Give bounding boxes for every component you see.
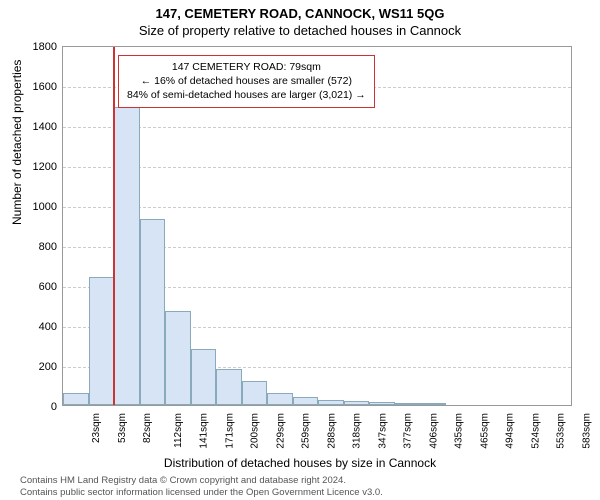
xtick-label: 524sqm xyxy=(530,413,541,449)
xtick-label: 494sqm xyxy=(505,413,516,449)
xtick-label: 53sqm xyxy=(117,413,128,443)
annotation-line-3: 84% of semi-detached houses are larger (… xyxy=(127,88,366,102)
ytick-label: 600 xyxy=(17,281,57,293)
ytick-label: 1600 xyxy=(17,81,57,93)
histogram-bar xyxy=(420,403,446,405)
annotation-line-2: ← 16% of detached houses are smaller (57… xyxy=(127,74,366,88)
xtick-label: 112sqm xyxy=(172,413,183,448)
xtick-label: 171sqm xyxy=(224,413,235,449)
xtick-label: 318sqm xyxy=(352,413,363,449)
ytick-label: 1400 xyxy=(17,121,57,133)
footer-attribution: Contains HM Land Registry data © Crown c… xyxy=(20,475,590,498)
xtick-label: 82sqm xyxy=(142,413,153,443)
xtick-label: 141sqm xyxy=(199,413,210,449)
xtick-label: 406sqm xyxy=(428,413,439,449)
ytick-label: 0 xyxy=(17,401,57,413)
footer-line-1: Contains HM Land Registry data © Crown c… xyxy=(20,475,590,486)
histogram-bar xyxy=(63,393,89,405)
ytick-label: 1200 xyxy=(17,161,57,173)
histogram-bar xyxy=(242,381,268,405)
histogram-bar xyxy=(293,397,319,405)
marker-line xyxy=(113,47,115,405)
xtick-label: 288sqm xyxy=(326,413,337,449)
histogram-bar xyxy=(216,369,242,405)
chart-area: 02004006008001000120014001600180023sqm53… xyxy=(62,46,572,406)
xtick-label: 583sqm xyxy=(581,413,592,449)
xtick-label: 377sqm xyxy=(403,413,414,449)
histogram-bar xyxy=(140,219,166,405)
xtick-label: 435sqm xyxy=(454,413,465,449)
histogram-bar xyxy=(165,311,191,405)
chart-container: 147, CEMETERY ROAD, CANNOCK, WS11 5QG Si… xyxy=(0,0,600,500)
xtick-label: 229sqm xyxy=(275,413,286,449)
histogram-bar xyxy=(267,393,293,405)
xtick-label: 259sqm xyxy=(301,413,312,449)
ytick-label: 800 xyxy=(17,241,57,253)
xtick-label: 347sqm xyxy=(377,413,388,449)
ytick-label: 1000 xyxy=(17,201,57,213)
xtick-label: 23sqm xyxy=(91,413,102,443)
xtick-label: 200sqm xyxy=(250,413,261,449)
histogram-bar xyxy=(395,403,421,405)
ytick-label: 400 xyxy=(17,321,57,333)
page-subtitle: Size of property relative to detached ho… xyxy=(0,21,600,38)
histogram-bar xyxy=(344,401,370,405)
x-axis-title: Distribution of detached houses by size … xyxy=(0,456,600,470)
histogram-bar xyxy=(89,277,115,405)
xtick-label: 553sqm xyxy=(556,413,567,449)
xtick-label: 465sqm xyxy=(479,413,490,449)
histogram-bar xyxy=(114,107,140,405)
footer-line-2: Contains public sector information licen… xyxy=(20,487,590,498)
plot-region: 02004006008001000120014001600180023sqm53… xyxy=(62,46,572,406)
annotation-line-1: 147 CEMETERY ROAD: 79sqm xyxy=(127,60,366,74)
page-title: 147, CEMETERY ROAD, CANNOCK, WS11 5QG xyxy=(0,0,600,21)
annotation-box: 147 CEMETERY ROAD: 79sqm← 16% of detache… xyxy=(118,55,375,108)
histogram-bar xyxy=(191,349,217,405)
histogram-bar xyxy=(318,400,344,405)
ytick-label: 200 xyxy=(17,361,57,373)
ytick-label: 1800 xyxy=(17,41,57,53)
histogram-bar xyxy=(369,402,395,405)
